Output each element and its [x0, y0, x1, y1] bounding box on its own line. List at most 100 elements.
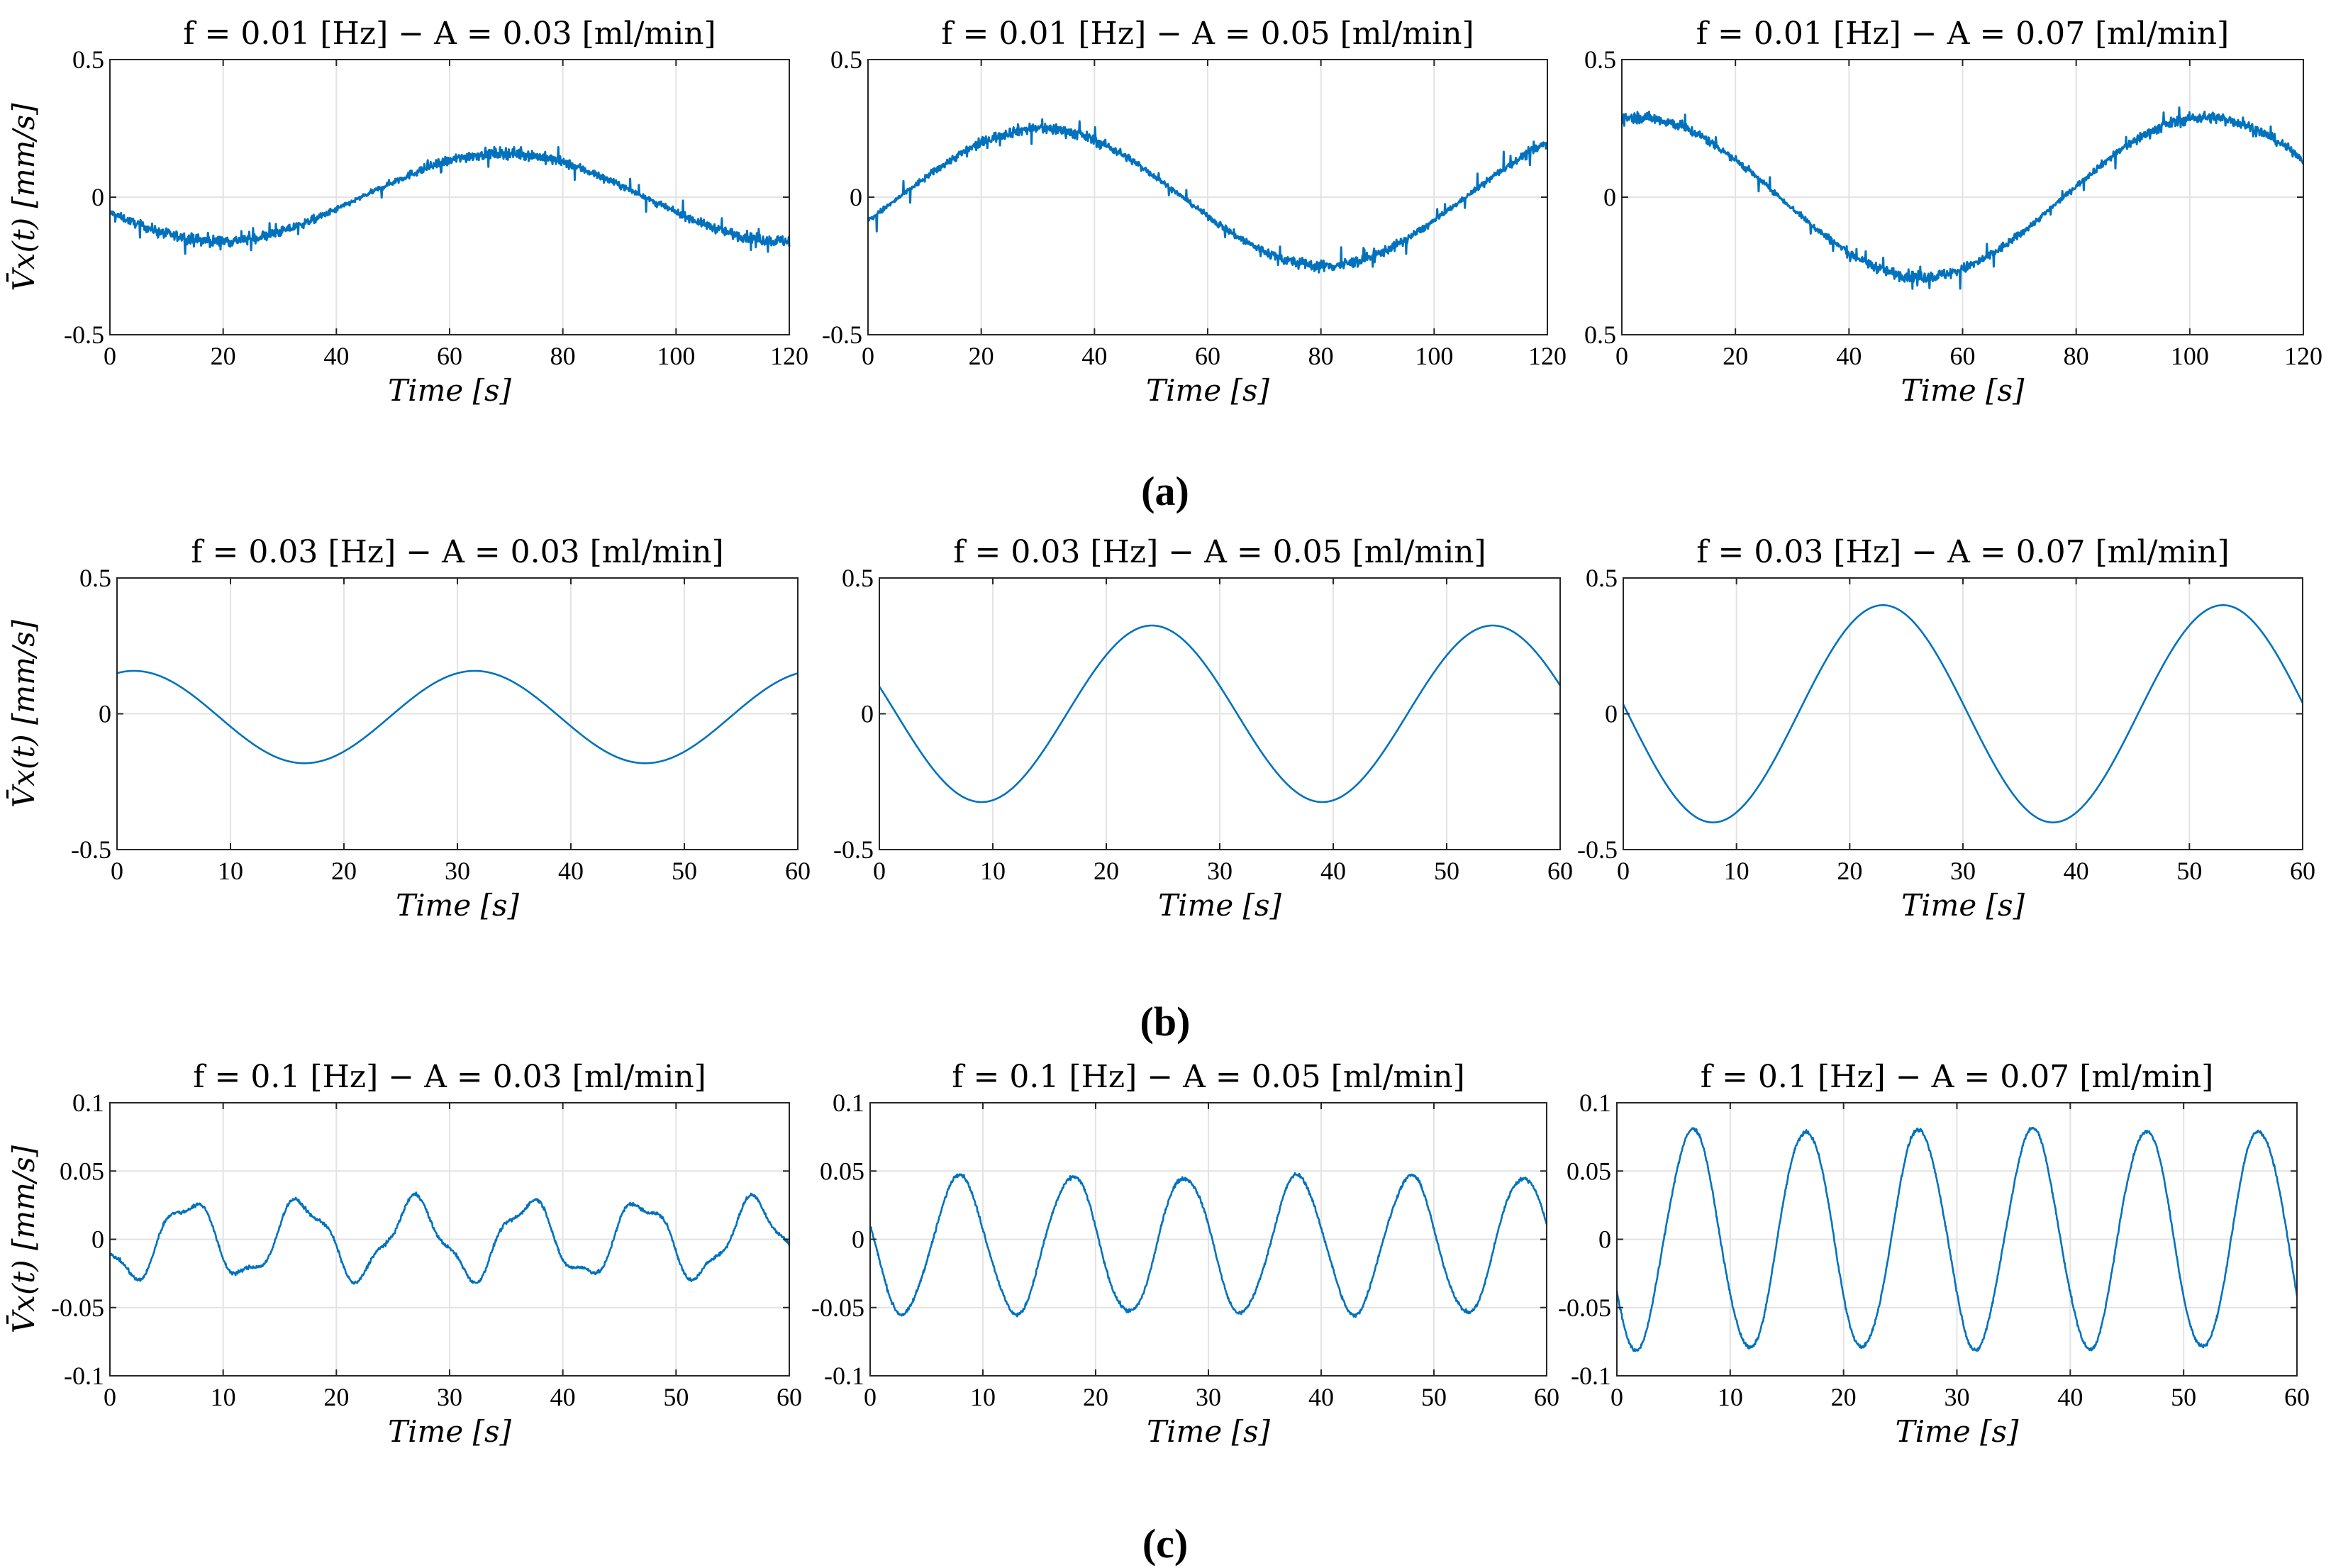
y-tick-label: -0.5	[1577, 835, 1618, 864]
x-tick-label: 50	[1434, 857, 1459, 885]
chart-panel-1: 0 20 40 60 80 100 120-0.500.5f = 0.01 [Hz] − A…	[5, 16, 808, 408]
y-tick-label: 0.05	[60, 1157, 104, 1185]
y-tick-label: 0.1	[72, 1089, 104, 1117]
y-tick-label: -0.1	[1571, 1362, 1611, 1390]
y-tick-label: 0.5	[830, 45, 862, 74]
y-tick-label: 0.5	[79, 564, 111, 592]
x-tick-label: 0	[1617, 857, 1630, 885]
x-tick-label: 0	[104, 342, 116, 370]
series-line	[867, 118, 1549, 274]
x-tick-label: 20	[1083, 1383, 1108, 1411]
chart-panel-9: 0 10 20 30 40 50 60 -0.1 -0.05 0 0.05 0.1 f = 0.1 [H…	[1558, 1059, 2310, 1449]
y-tick-label: 0.05	[1567, 1157, 1611, 1185]
x-tick-label: 40	[550, 1383, 576, 1411]
x-axis-label: Time [s]	[388, 373, 511, 408]
x-tick-label: 20	[1837, 857, 1862, 885]
x-tick-label: 0	[873, 857, 886, 885]
chart-title: f = 0.1 [Hz] − A = 0.05 [ml/min]	[952, 1059, 1464, 1095]
y-tick-label: 0.5	[1586, 564, 1618, 592]
x-tick-label: 20	[1094, 857, 1119, 885]
chart-panel-2: 0 20 40 60 80 100 120-0.500.5f = 0.01 [Hz] − A…	[822, 16, 1567, 408]
series-line	[109, 145, 791, 255]
x-tick-label: 0	[1610, 1383, 1623, 1411]
chart-title: f = 0.1 [Hz] − A = 0.03 [ml/min]	[193, 1059, 706, 1095]
x-tick-label: 0	[1615, 342, 1628, 370]
chart-panel-4: 0 10 20 30 40 50 60-0.500.5f = 0.03 [Hz] − A =…	[5, 534, 811, 923]
y-tick-label: 0.5	[842, 564, 874, 592]
y-tick-label: -0.05	[811, 1294, 864, 1322]
series-line	[1615, 1126, 2298, 1352]
chart-title: f = 0.03 [Hz] − A = 0.07 [ml/min]	[1696, 534, 2229, 570]
subfigure-caption: (c)	[1142, 1520, 1188, 1567]
x-axis-label: Time [s]	[1901, 888, 2025, 923]
series-line	[116, 669, 799, 764]
x-tick-label: 0	[864, 1383, 877, 1411]
series-line	[1622, 604, 2304, 823]
x-tick-label: 40	[2057, 1383, 2083, 1411]
x-tick-label: 60	[1195, 342, 1220, 370]
x-tick-label: 60	[777, 1383, 802, 1411]
x-tick-label: 30	[1196, 1383, 1221, 1411]
x-tick-label: 60	[1950, 342, 1976, 370]
y-tick-label: -0.1	[64, 1362, 104, 1390]
x-tick-label: 10	[1718, 1383, 1743, 1411]
y-tick-label: 0	[1598, 1225, 1611, 1254]
series-line	[878, 624, 1562, 804]
x-tick-label: 60	[1547, 857, 1573, 885]
x-tick-label: 30	[1207, 857, 1233, 885]
x-axis-label: Time [s]	[1896, 1414, 2019, 1449]
y-axis-label: V̄x(t) [mm/s]	[5, 103, 41, 291]
x-tick-label: 30	[437, 1383, 462, 1411]
x-tick-label: 60	[437, 342, 462, 370]
series-line	[869, 1172, 1548, 1318]
x-tick-label: 40	[2064, 857, 2089, 885]
y-tick-label: 0.1	[833, 1089, 864, 1117]
x-tick-label: 120	[1528, 342, 1567, 370]
x-axis-label: Time [s]	[388, 1414, 511, 1449]
y-tick-label: 0	[1605, 700, 1618, 728]
x-tick-label: 120	[2284, 342, 2322, 370]
x-tick-label: 20	[1723, 342, 1748, 370]
y-tick-label: -0.5	[833, 835, 874, 864]
y-tick-label: 0	[91, 183, 104, 211]
series-line	[109, 1191, 791, 1285]
x-tick-label: 10	[970, 1383, 996, 1411]
x-tick-label: 10	[218, 857, 243, 885]
chart-title: f = 0.1 [Hz] − A = 0.07 [ml/min]	[1701, 1059, 2213, 1095]
x-tick-label: 0	[862, 342, 874, 370]
x-axis-label: Time [s]	[1158, 888, 1281, 923]
y-tick-label: 0	[852, 1225, 864, 1254]
x-tick-label: 50	[2176, 857, 2202, 885]
subfigure-caption: (b)	[1140, 999, 1191, 1045]
x-tick-label: 100	[1415, 342, 1453, 370]
chart-panel-6: 0 10 20 30 40 50 60-0.500.5f = 0.03 [Hz] − A =…	[1577, 534, 2315, 923]
x-tick-label: 100	[2171, 342, 2209, 370]
y-axis-label: V̄x(t) [mm/s]	[5, 1145, 41, 1333]
x-tick-label: 30	[445, 857, 470, 885]
x-tick-label: 30	[1950, 857, 1976, 885]
y-tick-label: 0	[861, 700, 874, 728]
x-tick-label: 20	[331, 857, 357, 885]
y-tick-label: -0.05	[1558, 1294, 1611, 1322]
x-axis-label: Time [s]	[396, 888, 519, 923]
x-axis-label: Time [s]	[1901, 373, 2025, 408]
x-tick-label: 10	[980, 857, 1006, 885]
x-tick-label: 20	[969, 342, 994, 370]
x-tick-label: 60	[1534, 1383, 1559, 1411]
chart-title: f = 0.01 [Hz] − A = 0.07 [ml/min]	[1696, 16, 2229, 52]
x-tick-label: 20	[1831, 1383, 1857, 1411]
chart-panel-5: 0 10 20 30 40 50 60-0.500.5f = 0.03 [Hz] − A =…	[833, 534, 1573, 923]
y-tick-label: 0.1	[1579, 1089, 1611, 1117]
y-tick-label: -0.05	[51, 1294, 104, 1322]
y-tick-label: 0	[91, 1225, 104, 1254]
y-tick-label: 0.5	[1584, 321, 1616, 349]
x-axis-label: Time [s]	[1147, 1414, 1270, 1449]
y-tick-label: 0	[850, 183, 862, 211]
x-tick-label: 10	[211, 1383, 236, 1411]
x-axis-label: Time [s]	[1146, 373, 1269, 408]
chart-title: f = 0.03 [Hz] − A = 0.05 [ml/min]	[953, 534, 1486, 570]
x-tick-label: 40	[1081, 342, 1107, 370]
x-tick-label: 120	[770, 342, 808, 370]
